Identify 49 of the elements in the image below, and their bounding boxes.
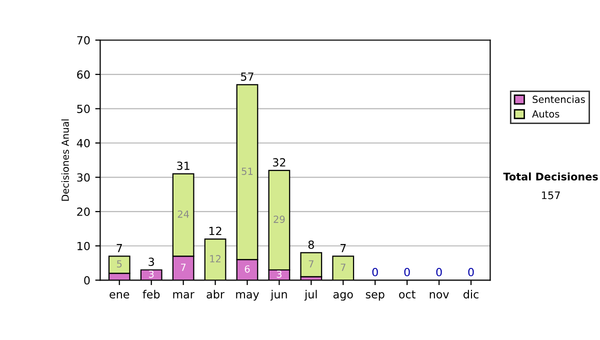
x-tick-label: ago xyxy=(333,292,353,301)
x-tick-label: sep xyxy=(366,292,384,301)
total-label: 7 xyxy=(116,244,122,252)
y-tick-label: 30 xyxy=(77,173,90,182)
text: Total Decisiones xyxy=(503,172,598,180)
data-label: 7 xyxy=(340,264,346,271)
data-label: 3 xyxy=(276,270,282,278)
y-tick-label: 20 xyxy=(77,208,90,216)
x-tick-label: abr xyxy=(206,290,224,298)
y-tick-label: 70 xyxy=(77,36,90,44)
data-label: 24 xyxy=(178,210,189,218)
total-label: 3 xyxy=(148,258,154,266)
data-label: 7 xyxy=(181,264,186,271)
total-label: 31 xyxy=(177,162,190,170)
x-tick-label: may xyxy=(236,292,260,301)
x-tick-label: dic xyxy=(464,290,478,298)
x-tick-label: jul xyxy=(304,290,317,301)
total-label: 0 xyxy=(468,268,474,276)
y-tick-label: 0 xyxy=(84,276,90,285)
total-label: 32 xyxy=(272,158,286,167)
data-label: 51 xyxy=(242,168,253,175)
text: 157 xyxy=(542,191,560,200)
x-tick-label: nov xyxy=(430,292,449,298)
total-label: 0 xyxy=(372,268,378,276)
x-tick-label: ene xyxy=(110,292,130,298)
data-label: 29 xyxy=(274,216,285,223)
total-label: 7 xyxy=(340,244,346,252)
x-tick-label: jun xyxy=(270,290,287,301)
legend-label: Autos xyxy=(532,110,560,118)
total-label: 12 xyxy=(209,226,222,235)
x-tick-label: mar xyxy=(173,292,194,298)
x-tick-label: oct xyxy=(399,290,416,298)
y-tick-label: 10 xyxy=(78,242,90,250)
data-label: 5 xyxy=(117,260,122,268)
data-label: 3 xyxy=(148,270,154,278)
data-label: 6 xyxy=(244,265,250,273)
total-label: 0 xyxy=(404,268,410,276)
data-label: 12 xyxy=(210,255,220,262)
y-tick-label: 40 xyxy=(76,138,90,148)
legend-label: Sentencias xyxy=(532,95,585,104)
x-tick-label: feb xyxy=(142,290,160,298)
data-label: 7 xyxy=(308,260,314,268)
total-label: 57 xyxy=(241,72,254,81)
total-label: 8 xyxy=(308,240,314,249)
y-tick-label: 60 xyxy=(77,70,90,79)
y-axis-title: Decisiones Anual xyxy=(61,119,69,201)
bar xyxy=(300,252,322,278)
total-label: 0 xyxy=(436,268,442,276)
y-tick-label: 50 xyxy=(77,104,90,114)
